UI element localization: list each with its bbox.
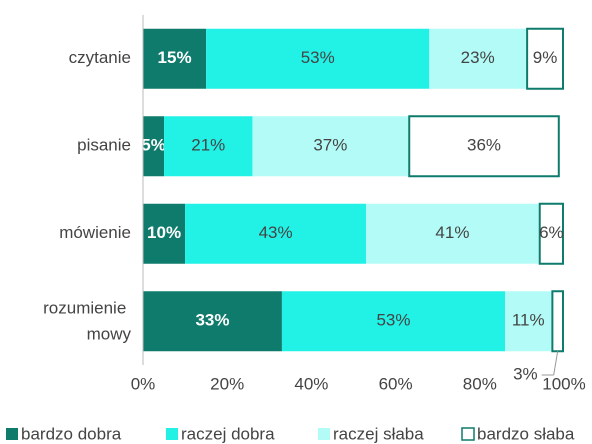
legend-swatch — [6, 428, 18, 440]
category-label: czytanie — [69, 48, 131, 67]
x-tick-label: 80% — [463, 374, 497, 393]
legend-label: raczej dobra — [181, 424, 275, 443]
x-tick-label: 20% — [210, 374, 244, 393]
value-label: 33% — [195, 311, 229, 330]
legend-swatch — [166, 428, 178, 440]
bar-segment — [366, 203, 539, 264]
value-label: 37% — [313, 136, 347, 155]
bar-segment — [551, 290, 564, 353]
category-label-line: rozumienie — [43, 299, 131, 318]
value-label: 53% — [301, 48, 335, 67]
bar-segment — [185, 203, 367, 264]
bar-segment — [164, 116, 253, 177]
x-tick-label: 0% — [131, 374, 156, 393]
category-label: rozumienie mowy — [43, 299, 131, 344]
value-label: 3% — [513, 364, 538, 383]
value-label: 36% — [467, 136, 501, 155]
bar-segment — [281, 291, 506, 352]
value-label: 5% — [141, 136, 166, 155]
x-tick-label: 100% — [542, 374, 585, 393]
legend-swatch — [318, 428, 330, 440]
bar-segment — [505, 291, 552, 352]
value-label: 6% — [539, 223, 564, 242]
bar-segment — [408, 115, 560, 178]
bar-segment — [143, 291, 282, 352]
value-label: 53% — [376, 311, 410, 330]
bar-segment — [429, 28, 527, 89]
value-label: 11% — [512, 311, 545, 330]
legend-label: bardzo dobra — [21, 424, 122, 443]
legend-label: bardzo słaba — [477, 424, 575, 443]
bar-segment — [206, 28, 430, 89]
bar-segment — [526, 27, 564, 90]
x-tick-label: 40% — [294, 374, 328, 393]
bar-segment — [538, 202, 564, 265]
category-label-line: mowy — [87, 325, 132, 344]
value-label: 43% — [259, 223, 293, 242]
bar-segment — [143, 116, 165, 177]
value-label: 15% — [158, 48, 192, 67]
value-label: 9% — [533, 48, 558, 67]
value-label: 10% — [147, 223, 181, 242]
bar-segment — [143, 28, 207, 89]
leader-line — [553, 351, 559, 376]
category-label: mówienie — [59, 223, 131, 242]
legend-swatch — [461, 427, 475, 441]
legend-label: raczej słaba — [333, 424, 424, 443]
bar-segment — [143, 203, 186, 264]
bar-segment — [252, 116, 409, 177]
value-label: 23% — [461, 48, 495, 67]
value-label: 21% — [191, 136, 225, 155]
value-label: 41% — [435, 223, 469, 242]
category-label: pisanie — [77, 136, 131, 155]
x-tick-label: 60% — [379, 374, 413, 393]
